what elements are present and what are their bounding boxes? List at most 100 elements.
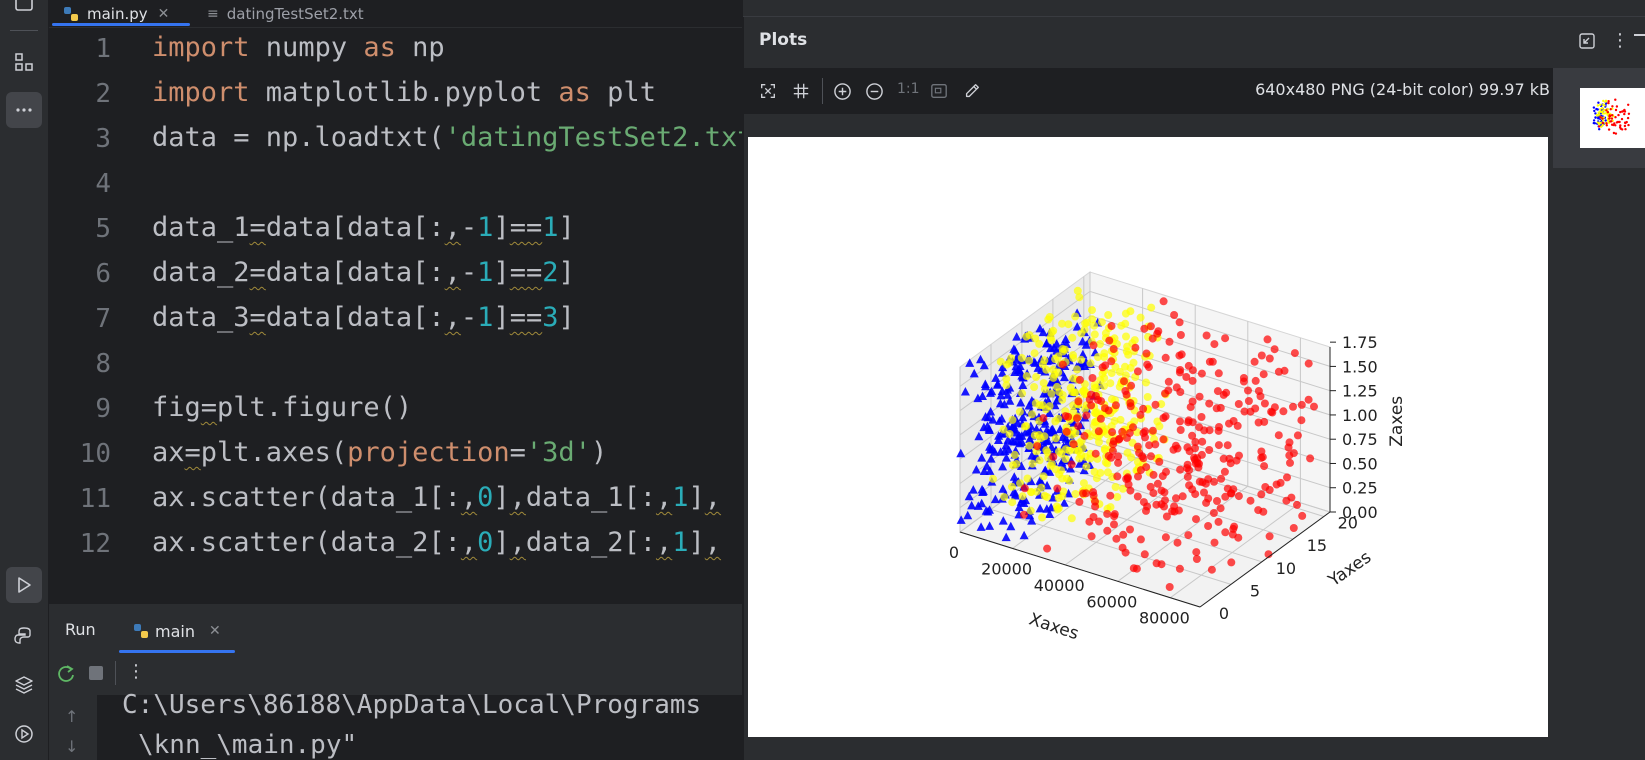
data-point-circle: [1055, 447, 1063, 456]
data-point-circle: [1139, 429, 1148, 437]
data-point-triangle: [985, 466, 995, 475]
more-tools-icon[interactable]: [6, 92, 42, 128]
data-point-circle: [1125, 429, 1134, 437]
plots-top-strip: [743, 0, 1645, 17]
plots-title: Plots: [759, 30, 808, 50]
data-point-circle: [1081, 405, 1090, 413]
thumbnail-point: [1599, 103, 1602, 106]
data-point-circle: [1080, 431, 1089, 440]
data-point-circle: [1132, 564, 1141, 573]
code-editor[interactable]: 1 2 3 4 5 6 7 8 9 10 11 12 import numpy …: [49, 28, 742, 568]
data-point-triangle: [976, 354, 986, 364]
data-point-circle: [1183, 460, 1192, 469]
code-line: ax.scatter(data_2[:,0],data_2[:,1],: [152, 527, 722, 558]
stop-icon[interactable]: [89, 666, 103, 680]
data-point-triangle: [992, 380, 1002, 389]
data-point-circle: [1212, 404, 1221, 413]
data-point-circle: [1175, 318, 1184, 327]
structure-icon[interactable]: [6, 44, 42, 80]
thumbnail-point: [1601, 124, 1604, 127]
data-point-circle: [1197, 413, 1206, 421]
code-line: fig=plt.figure(): [152, 392, 413, 423]
data-point-circle: [1126, 486, 1135, 495]
color-picker-icon[interactable]: [961, 80, 983, 102]
data-point-circle: [1106, 491, 1115, 500]
data-point-circle: [1030, 383, 1039, 391]
run-tool-icon[interactable]: [6, 567, 42, 603]
zoom-out-icon[interactable]: [863, 80, 885, 102]
data-point-circle: [1114, 458, 1123, 467]
data-point-circle: [1165, 583, 1174, 591]
data-point-circle: [1082, 411, 1091, 420]
data-point-circle: [1126, 402, 1135, 411]
data-point-triangle: [968, 485, 978, 494]
data-point-triangle: [998, 516, 1008, 525]
data-point-circle: [1077, 355, 1086, 364]
data-point-circle: [1185, 481, 1194, 490]
data-point-triangle: [1014, 365, 1024, 375]
plots-toolbar: [743, 68, 1553, 114]
z-gridline: [959, 290, 1331, 387]
thumbnail-point: [1607, 100, 1610, 103]
data-point-circle: [1191, 438, 1200, 446]
code-line: data = np.loadtxt('datingTestSet2.txt'): [152, 122, 742, 153]
data-point-circle: [1071, 429, 1080, 437]
data-point-circle: [1122, 332, 1130, 341]
plots-more-icon[interactable]: ⋮: [1611, 30, 1629, 51]
close-icon[interactable]: ✕: [157, 5, 170, 22]
data-point-circle: [1192, 515, 1200, 524]
services-icon[interactable]: [6, 716, 42, 752]
more-options-icon[interactable]: ⋮: [127, 661, 145, 682]
data-point-triangle: [1031, 424, 1041, 433]
thumbnail-point: [1602, 119, 1605, 122]
data-point-circle: [1202, 331, 1211, 340]
grid-icon[interactable]: [790, 80, 812, 102]
y-axis-label: Yaxes: [1324, 547, 1375, 591]
python-console-icon[interactable]: [6, 618, 42, 654]
data-point-circle: [1049, 452, 1058, 461]
data-point-circle: [1103, 526, 1112, 535]
rerun-icon[interactable]: [55, 663, 77, 685]
layers-icon[interactable]: [6, 667, 42, 703]
restore-panel-icon[interactable]: [1578, 32, 1596, 50]
data-point-triangle: [985, 521, 995, 530]
tab-main-py[interactable]: main.py ✕: [63, 0, 169, 27]
data-point-triangle: [969, 368, 979, 378]
data-point-triangle: [1018, 380, 1028, 389]
zoom-in-icon[interactable]: [831, 80, 853, 102]
data-point-triangle: [1035, 503, 1045, 513]
active-tab-indicator: [52, 23, 190, 26]
close-icon[interactable]: ✕: [208, 623, 221, 639]
data-point-circle: [1113, 493, 1122, 501]
project-icon[interactable]: [6, 0, 42, 22]
data-point-circle: [1058, 319, 1066, 328]
data-point-circle: [1183, 472, 1192, 481]
data-point-circle: [1040, 432, 1049, 441]
tab-datingtestset2-txt[interactable]: ≡ datingTestSet2.txt: [207, 0, 364, 27]
data-point-circle: [1115, 367, 1124, 376]
data-point-circle: [1032, 373, 1041, 381]
scroll-up-icon[interactable]: ↑: [65, 707, 79, 726]
data-point-circle: [1257, 490, 1266, 499]
data-point-circle: [1055, 470, 1063, 479]
data-point-circle: [1042, 365, 1051, 374]
thumbnail-point: [1599, 116, 1602, 119]
actual-size-button[interactable]: 1:1: [897, 81, 920, 97]
data-point-circle: [1220, 467, 1229, 476]
plot-thumbnail[interactable]: [1580, 88, 1645, 148]
data-point-circle: [1287, 493, 1296, 502]
fit-zoom-icon[interactable]: [928, 80, 950, 102]
data-point-circle: [1214, 441, 1223, 450]
thumbnail-point: [1602, 99, 1605, 103]
thumbnail-point: [1608, 117, 1611, 120]
line-number: 10: [79, 439, 111, 469]
fit-to-screen-icon[interactable]: [757, 80, 779, 102]
hide-panel-icon[interactable]: [1634, 34, 1645, 36]
scroll-down-icon[interactable]: ↓: [65, 737, 79, 756]
data-point-circle: [1123, 473, 1132, 482]
data-point-circle: [1025, 441, 1034, 450]
data-point-circle: [1173, 444, 1182, 453]
run-tab-main[interactable]: main ✕: [133, 618, 221, 644]
data-point-circle: [1184, 531, 1193, 540]
thumbnail-point: [1600, 110, 1604, 114]
